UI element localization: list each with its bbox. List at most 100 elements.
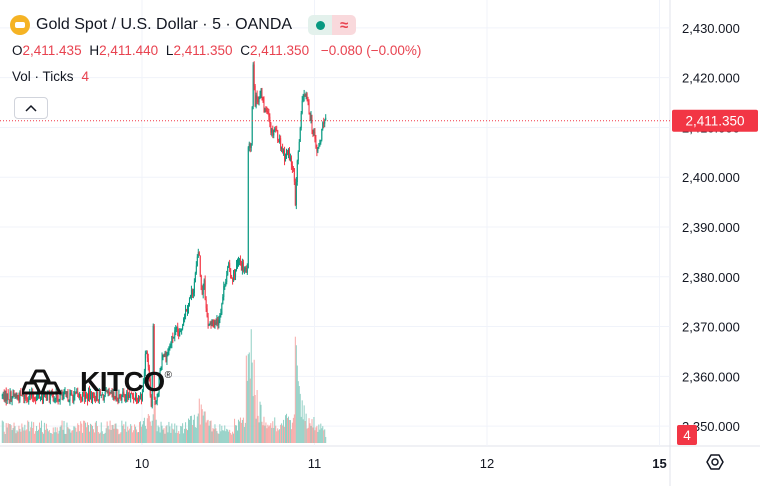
volume-bar [48, 430, 50, 443]
volume-bar [253, 359, 255, 443]
volume-bar [153, 401, 155, 443]
candle-body [54, 399, 56, 402]
volume-bar [217, 433, 219, 443]
candle-body [79, 394, 81, 398]
chart-settings-button[interactable] [705, 452, 725, 477]
volume-bar [11, 430, 13, 443]
candle-body [88, 390, 90, 401]
candle-body [286, 152, 288, 159]
volume-bar [84, 420, 86, 443]
price-axis: 2,430.0002,420.0002,410.0002,400.0002,39… [682, 21, 740, 434]
volume-bar [19, 428, 21, 443]
candle-body [27, 399, 29, 402]
candle-body [58, 400, 60, 402]
volume-bar [126, 431, 128, 443]
candle-body [235, 269, 237, 277]
candle-body [284, 150, 286, 161]
volume-bar [99, 432, 101, 443]
volume-bar [311, 419, 313, 443]
candle-body [116, 391, 118, 399]
collapse-legend-button[interactable] [14, 97, 48, 119]
candle-body [93, 395, 95, 401]
volume-bar [320, 423, 322, 443]
candle-body [313, 131, 315, 133]
candle-body [17, 395, 19, 397]
candle-body [83, 392, 85, 395]
volume-bar [30, 427, 32, 443]
volume-bar [197, 413, 199, 443]
volume-bar [228, 431, 230, 443]
volume-bar [226, 428, 228, 443]
volume-bar [198, 398, 200, 443]
volume-bar [85, 422, 87, 443]
candle-body [281, 147, 283, 149]
candle-body [129, 394, 131, 398]
candle-body [178, 332, 180, 336]
volume-bar [313, 416, 315, 443]
candle-body [3, 394, 5, 401]
candle-body [280, 138, 282, 149]
y-tick-label: 2,420.000 [682, 71, 740, 86]
candle-body [311, 115, 313, 130]
volume-bar [160, 421, 162, 443]
candle-body [242, 262, 244, 271]
volume-bar [54, 427, 56, 443]
volume-bar [245, 355, 247, 443]
volume-bar [29, 431, 31, 443]
candle-body [87, 394, 89, 401]
chevron-up-icon [25, 104, 37, 112]
candle-body [285, 158, 287, 161]
status-pill[interactable]: ≈ [308, 15, 357, 35]
candle-body [325, 117, 327, 120]
volume-bar [233, 433, 235, 443]
candle-body [135, 395, 137, 400]
volume-legend[interactable]: Vol · Ticks 4 [12, 69, 89, 84]
candle-body [149, 378, 151, 396]
candle-body [85, 394, 87, 399]
volume-bar [296, 365, 298, 443]
candle-body [189, 295, 191, 298]
candle-body [182, 325, 184, 329]
candle-body [187, 304, 189, 310]
candle-body [100, 394, 102, 396]
volume-bar [256, 390, 258, 443]
volume-bar [23, 430, 25, 443]
candle-body [75, 391, 77, 394]
volume-bar [5, 423, 7, 443]
candle-body [287, 148, 289, 155]
candle-body [292, 168, 294, 170]
candle-body [102, 394, 104, 401]
last-price-label: 2,411.350 [685, 114, 744, 129]
candle-body [186, 309, 188, 312]
candle-body [318, 146, 320, 148]
symbol-header[interactable]: Gold Spot / U.S. Dollar · 5 · OANDA ≈ [10, 14, 357, 36]
candle-body [2, 394, 4, 396]
volume-bar [66, 422, 68, 443]
candle-body [244, 268, 246, 270]
candle-body [121, 395, 123, 401]
candle-body [20, 391, 22, 395]
candle-body [256, 95, 258, 100]
volume-bar [177, 432, 179, 443]
volume-bar [234, 418, 236, 443]
volume-bar [158, 427, 160, 443]
candle-body [92, 392, 94, 396]
candle-body [185, 309, 187, 317]
volume-bar [4, 433, 6, 443]
volume-bar [138, 432, 140, 443]
candle-body [16, 395, 18, 398]
candle-body [127, 391, 129, 399]
volume-bar [103, 433, 105, 443]
volume-bar [78, 425, 80, 443]
candle-body [140, 394, 142, 401]
volume-bar [86, 427, 88, 443]
volume-bar [324, 429, 326, 443]
candle-body [39, 394, 41, 399]
volume-bar [89, 431, 91, 443]
volume-bar [257, 415, 259, 443]
volume-bar [196, 416, 198, 443]
candle-body [250, 143, 252, 148]
volume-bar [12, 427, 14, 443]
volume-bar [27, 420, 29, 443]
